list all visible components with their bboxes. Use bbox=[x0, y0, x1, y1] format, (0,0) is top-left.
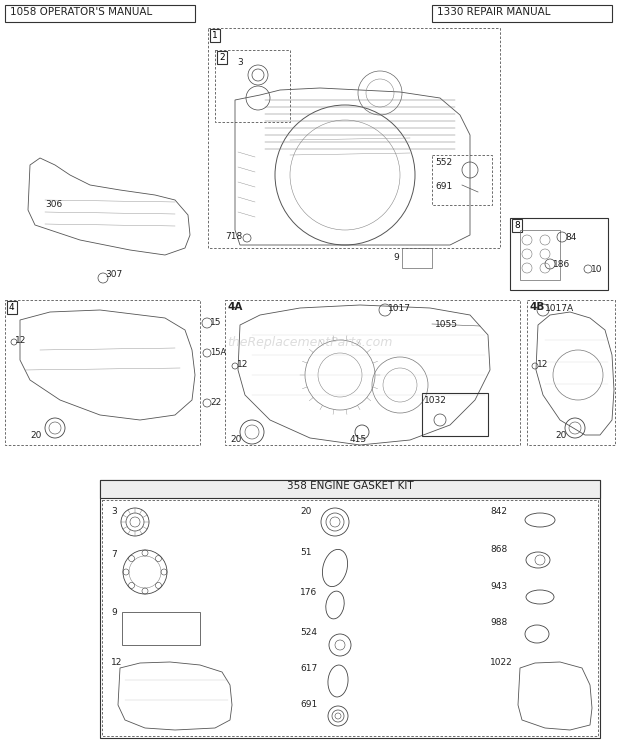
Text: 20: 20 bbox=[300, 507, 311, 516]
Bar bbox=[5, 5, 195, 22]
Text: 306: 306 bbox=[45, 200, 62, 209]
Text: 415: 415 bbox=[350, 435, 367, 444]
Text: 718: 718 bbox=[225, 232, 242, 241]
Text: 1032: 1032 bbox=[424, 396, 447, 405]
Text: 8: 8 bbox=[514, 221, 520, 230]
Text: 15: 15 bbox=[210, 318, 221, 327]
Text: 12: 12 bbox=[111, 658, 122, 667]
Text: 4: 4 bbox=[9, 303, 15, 312]
Text: 524: 524 bbox=[300, 628, 317, 637]
Text: 552: 552 bbox=[435, 158, 452, 167]
Text: 3: 3 bbox=[237, 58, 243, 67]
Text: 186: 186 bbox=[553, 260, 570, 269]
Text: 22: 22 bbox=[210, 398, 221, 407]
Text: 691: 691 bbox=[300, 700, 317, 709]
Bar bbox=[432, 5, 612, 22]
Text: 20: 20 bbox=[30, 431, 42, 440]
Text: 15A: 15A bbox=[210, 348, 226, 357]
Text: 2: 2 bbox=[219, 53, 224, 62]
Bar bbox=[510, 218, 608, 290]
Text: theReplacementParts.com: theReplacementParts.com bbox=[228, 336, 392, 349]
Text: 12: 12 bbox=[15, 336, 27, 345]
Text: 176: 176 bbox=[300, 588, 317, 597]
Bar bbox=[225, 300, 520, 445]
Bar bbox=[102, 500, 598, 736]
Text: 1058 OPERATOR'S MANUAL: 1058 OPERATOR'S MANUAL bbox=[10, 7, 153, 17]
Text: 1: 1 bbox=[212, 31, 218, 40]
Bar bbox=[100, 480, 600, 498]
Text: 7: 7 bbox=[111, 550, 117, 559]
Text: 1055: 1055 bbox=[435, 320, 458, 329]
Text: 617: 617 bbox=[300, 664, 317, 673]
Text: 51: 51 bbox=[300, 548, 311, 557]
Text: 84: 84 bbox=[565, 233, 577, 242]
Bar bbox=[217, 51, 226, 64]
Text: 1330 REPAIR MANUAL: 1330 REPAIR MANUAL bbox=[437, 7, 551, 17]
Text: 358 ENGINE GASKET KIT: 358 ENGINE GASKET KIT bbox=[286, 481, 414, 491]
Text: 4A: 4A bbox=[227, 302, 242, 312]
Text: 12: 12 bbox=[237, 360, 249, 369]
Text: 307: 307 bbox=[105, 270, 122, 279]
Bar bbox=[422, 393, 488, 436]
Text: 9: 9 bbox=[111, 608, 117, 617]
Text: 1017A: 1017A bbox=[545, 304, 574, 313]
Text: 842: 842 bbox=[490, 507, 507, 516]
Text: 943: 943 bbox=[490, 582, 507, 591]
Bar bbox=[7, 301, 17, 314]
Text: 3: 3 bbox=[111, 507, 117, 516]
Bar bbox=[215, 50, 290, 122]
Bar bbox=[210, 29, 219, 42]
Bar bbox=[512, 219, 521, 232]
Bar bbox=[527, 300, 615, 445]
Text: 10: 10 bbox=[591, 265, 603, 274]
Bar bbox=[432, 155, 492, 205]
Text: 20: 20 bbox=[230, 435, 241, 444]
Bar bbox=[122, 612, 200, 645]
Text: 691: 691 bbox=[435, 182, 452, 191]
Text: 988: 988 bbox=[490, 618, 507, 627]
Bar bbox=[5, 300, 200, 445]
Bar bbox=[208, 28, 500, 248]
Bar bbox=[100, 480, 600, 738]
Text: 9: 9 bbox=[393, 253, 399, 262]
Bar bbox=[520, 230, 560, 280]
Text: 1017: 1017 bbox=[388, 304, 411, 313]
Text: 1022: 1022 bbox=[490, 658, 513, 667]
Text: 868: 868 bbox=[490, 545, 507, 554]
Text: 4B: 4B bbox=[529, 302, 544, 312]
Text: 20: 20 bbox=[555, 431, 567, 440]
Bar bbox=[402, 248, 432, 268]
Text: 12: 12 bbox=[537, 360, 548, 369]
